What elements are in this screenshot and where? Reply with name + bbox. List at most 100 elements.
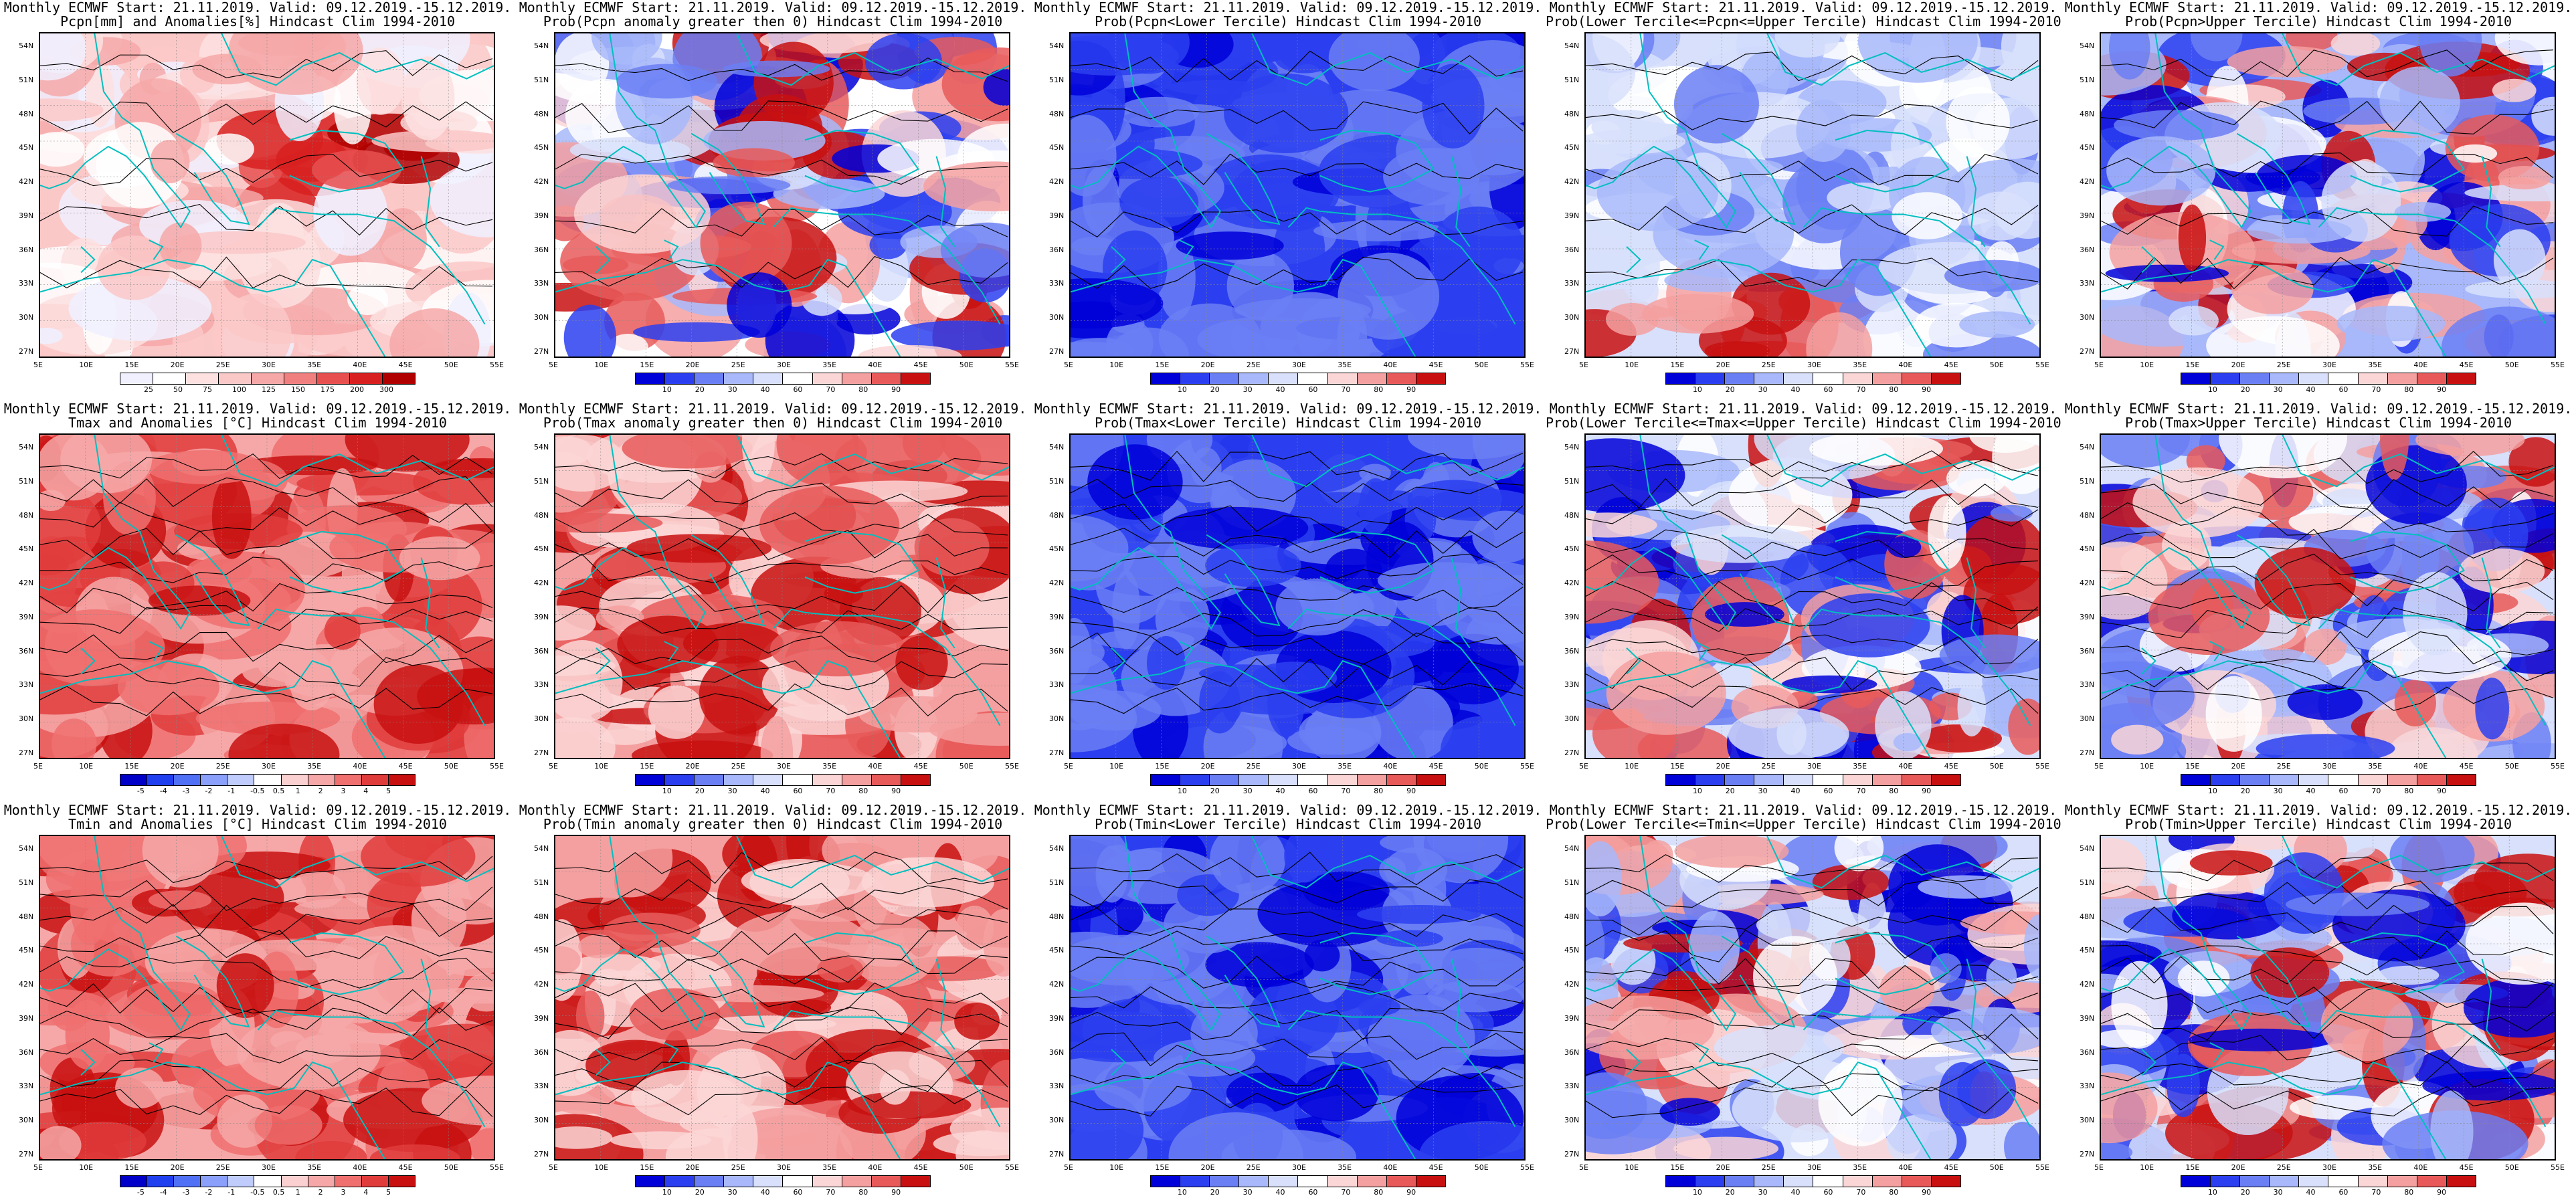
lon-tick-label: 10E: [1625, 762, 1639, 771]
coastline: [2101, 258, 2392, 293]
contour-line: [1071, 256, 1524, 289]
colorbar-swatch: [695, 1176, 725, 1187]
lon-tick-label: 50E: [2504, 361, 2519, 369]
lon-tick-label: 35E: [307, 361, 322, 369]
colorbar-swatch: [147, 775, 175, 785]
lon-tick-label: 45E: [1429, 361, 1443, 369]
lon-tick-label: 10E: [1109, 361, 1124, 369]
panel-title-line2: Prob(Lower Tercile<=Tmax<=Upper Tercile)…: [1546, 415, 2061, 431]
colorbar-tick-label: 90: [2437, 787, 2447, 795]
coastline: [1586, 258, 1877, 293]
lon-tick-label: 25E: [2276, 1163, 2291, 1172]
colorbar-tick-label: -5: [136, 1188, 145, 1197]
colorbar-tick-label: 0.5: [272, 1188, 285, 1197]
lon-tick-label: 20E: [170, 762, 185, 771]
lon-tick-label: 10E: [79, 1163, 94, 1172]
colorbar-tick-label: 200: [350, 385, 364, 394]
colorbar-swatch: [2240, 373, 2270, 384]
contour-line: [2101, 528, 2554, 560]
colorbar-swatch: [665, 373, 695, 384]
lat-tick-label: 27N: [19, 1150, 34, 1159]
lon-tick-label: 40E: [353, 762, 367, 771]
colorbar: [2181, 774, 2476, 786]
lon-tick-label: 10E: [79, 762, 94, 771]
colorbar-swatch: [1695, 1176, 1726, 1187]
colorbar-tick-label: 80: [1374, 1188, 1384, 1197]
contour-line: [1071, 607, 1524, 637]
colorbar-tick-label: 40: [760, 385, 770, 394]
map-area: [554, 32, 1010, 358]
contour-line: [2101, 205, 2554, 237]
contour-line: [1071, 955, 1524, 989]
map-panel: Monthly ECMWF Start: 21.11.2019. Valid: …: [2061, 0, 2576, 401]
contour-line: [1586, 854, 2039, 883]
contour-line: [555, 479, 1008, 508]
coastline: [555, 660, 846, 694]
panel-title-line1: Monthly ECMWF Start: 21.11.2019. Valid: …: [1549, 0, 2057, 15]
panel-title-line2: Pcpn[mm] and Anomalies[%] Hindcast Clim …: [60, 13, 455, 29]
colorbar-swatch: [281, 775, 308, 785]
colorbar-tick-label: 70: [826, 385, 836, 394]
lon-tick-label: 30E: [1807, 1163, 1821, 1172]
lon-tick-label: 50E: [1474, 361, 1489, 369]
colorbar-tick-label: 40: [1275, 787, 1285, 795]
colorbar-tick-label: 60: [2338, 787, 2349, 795]
lon-tick-label: 35E: [1853, 361, 1867, 369]
lon-tick-label: 45E: [913, 762, 928, 771]
contour-line: [2101, 684, 2554, 711]
colorbar-swatch: [783, 1176, 813, 1187]
colorbar-tick-label: 2: [318, 787, 323, 795]
lat-tick-label: 48N: [1564, 109, 1580, 118]
coastline: [257, 1009, 486, 1128]
lon-tick-label: 45E: [1944, 361, 1958, 369]
contour-line: [1586, 983, 2039, 1012]
colorbar-swatch: [201, 775, 228, 785]
lon-tick-label: 25E: [215, 361, 230, 369]
contour-line: [555, 1060, 1008, 1092]
lon-tick-label: 20E: [1716, 1163, 1730, 1172]
colorbar-tick-label: -2: [205, 1188, 213, 1197]
colorbar-swatch: [871, 1176, 901, 1187]
colorbar-swatch: [2417, 373, 2447, 384]
colorbar-tick-label: 20: [2240, 787, 2250, 795]
contour-line: [2101, 660, 2554, 690]
lat-tick-label: 48N: [19, 912, 34, 921]
colorbar-tick-label: 60: [793, 787, 803, 795]
colorbar-swatch: [783, 373, 813, 384]
panel-title-line1: Monthly ECMWF Start: 21.11.2019. Valid: …: [519, 401, 1027, 417]
lon-tick-label: 35E: [307, 1163, 322, 1172]
colorbar-swatch: [1872, 373, 1902, 384]
lon-tick-label: 30E: [2322, 361, 2336, 369]
coastline: [736, 33, 1009, 86]
coastline: [935, 557, 955, 649]
colorbar: [1665, 1175, 1961, 1187]
lat-tick-label: 48N: [1049, 912, 1065, 921]
coastline: [691, 935, 765, 1028]
lat-tick-label: 42N: [534, 980, 549, 989]
lat-tick-label: 30N: [1049, 714, 1065, 724]
lon-tick-label: 15E: [1670, 762, 1685, 771]
colorbar-tick-label: 20: [1725, 1188, 1735, 1197]
lon-tick-label: 10E: [1109, 1163, 1124, 1172]
colorbar-swatch: [1357, 1176, 1387, 1187]
lat-tick-label: 45N: [19, 143, 34, 153]
lat-tick-label: 33N: [1564, 680, 1580, 690]
colorbar-swatch: [1902, 373, 1932, 384]
lat-tick-label: 27N: [1564, 1150, 1580, 1159]
colorbar-swatch: [1725, 373, 1755, 384]
lon-tick-label: 30E: [1292, 762, 1306, 771]
contour-line: [555, 982, 1008, 1014]
lat-tick-label: 51N: [19, 878, 34, 887]
lat-tick-label: 39N: [2080, 211, 2095, 220]
contour-line: [2101, 1060, 2554, 1088]
map-panel: Monthly ECMWF Start: 21.11.2019. Valid: …: [1546, 803, 2061, 1204]
colorbar-swatch: [695, 373, 725, 384]
colorbar: [1150, 373, 1446, 385]
colorbar-tick-label: 30: [1758, 385, 1768, 394]
lat-tick-label: 54N: [534, 41, 549, 50]
coastline: [1586, 435, 1736, 630]
colorbar-swatch: [842, 373, 872, 384]
lon-tick-label: 35E: [822, 361, 837, 369]
colorbar-tick-label: -1: [227, 1188, 236, 1197]
lat-tick-label: 45N: [1049, 544, 1065, 554]
